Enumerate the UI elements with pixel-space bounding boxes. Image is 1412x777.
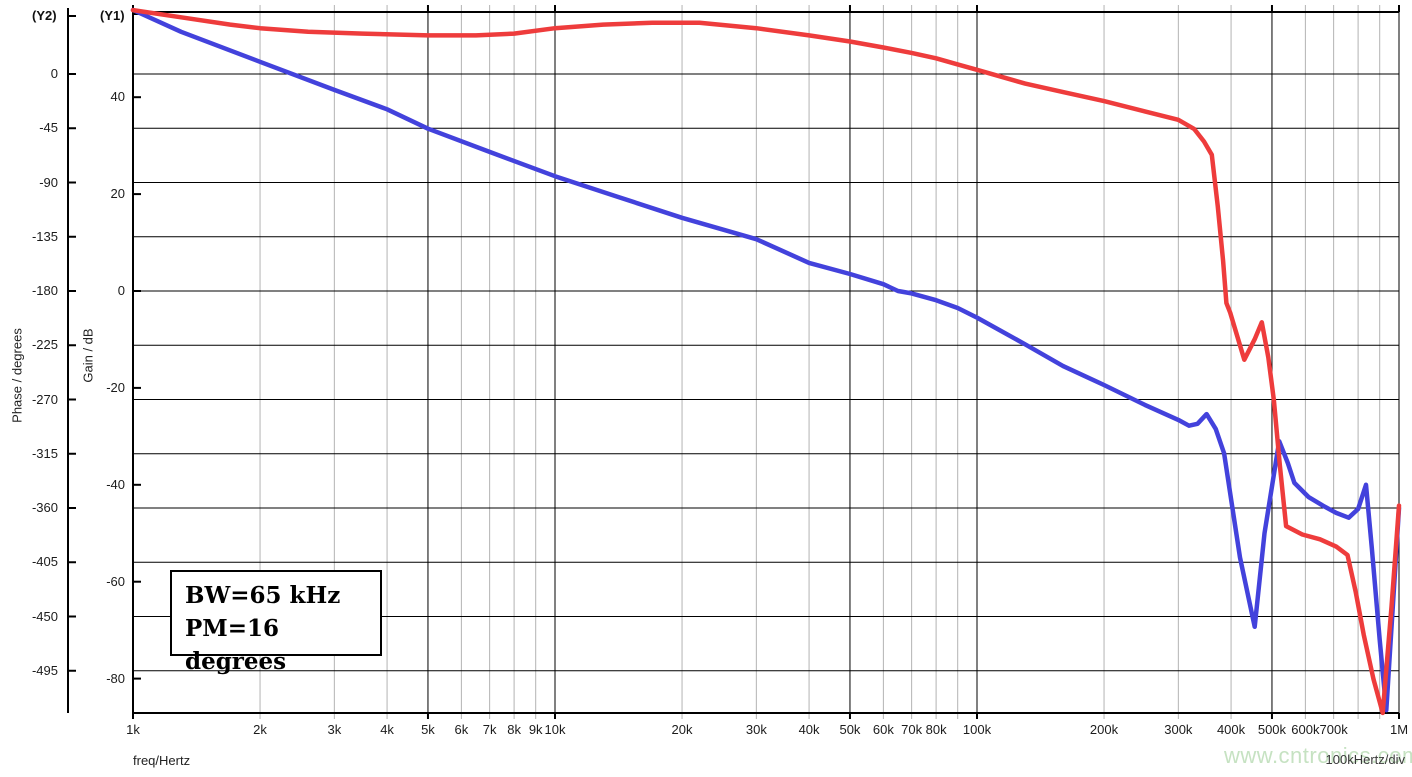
y2-axis-name: (Y2) <box>32 8 57 23</box>
y1-tick-label: 20 <box>110 186 125 202</box>
y2-tick-label: -360 <box>31 500 58 515</box>
y2-tick-label: -180 <box>31 283 58 298</box>
x-tick-label: 6k <box>454 722 469 737</box>
y2-tick-label: -225 <box>31 337 58 353</box>
x-tick-label: 500k <box>1257 722 1287 737</box>
y2-tick-label: -90 <box>39 174 58 190</box>
x-tick-label: 10k <box>544 722 566 737</box>
x-tick-label: 30k <box>745 722 767 737</box>
x-tick-label: 2k <box>253 722 267 737</box>
x-tick-label: 400k <box>1216 722 1246 737</box>
annotation-bandwidth: BW=65 kHz <box>185 582 341 609</box>
phase-curve <box>130 7 1402 716</box>
x-tick-label: 1M <box>1389 722 1409 737</box>
x-tick-label: 9k <box>528 722 543 737</box>
y1-tick-label: -40 <box>106 476 125 492</box>
y1-tick-label: -80 <box>106 670 125 686</box>
x-tick-label: 80k <box>925 722 947 737</box>
y2-tick-label: -495 <box>31 662 58 678</box>
y1-tick-label: 0 <box>117 283 125 298</box>
x-tick-label: 60k <box>872 722 894 737</box>
x-tick-label: 40k <box>798 722 820 737</box>
annotation-box: BW=65 kHz PM=16 degrees <box>170 570 382 675</box>
x-tick-label: 200k <box>1089 722 1119 737</box>
y1-axis-name: (Y1) <box>100 8 125 23</box>
x-tick-label: 50k <box>839 722 861 737</box>
y1-tick-label: -20 <box>106 379 125 395</box>
y2-tick-label: -405 <box>31 554 58 570</box>
y2-tick-label: -315 <box>31 445 58 461</box>
y2-tick-label: -270 <box>31 391 58 407</box>
x-tick-label: 7k <box>482 722 497 737</box>
y1-tick-label: -60 <box>106 573 125 589</box>
x-tick-label: 1k <box>126 722 140 737</box>
x-axis-div-note: 100kHertz/div <box>1325 752 1405 767</box>
x-tick-label: 20k <box>671 722 693 737</box>
y2-tick-label: 0 <box>50 66 58 81</box>
x-tick-label: 3k <box>327 722 342 737</box>
x-tick-label: 700k <box>1319 722 1348 737</box>
x-tick-label: 8k <box>507 722 521 737</box>
y2-tick-label: -450 <box>31 608 58 624</box>
y2-tick-label: -45 <box>39 120 58 136</box>
x-tick-label: 70k <box>901 722 923 737</box>
x-tick-label: 600k <box>1291 722 1320 737</box>
watermark: www.cntronics.com <box>1224 743 1412 768</box>
x-tick-label: 4k <box>380 722 394 737</box>
annotation-phase-margin: PM=16 degrees <box>185 615 287 675</box>
y1-tick-label: 40 <box>110 89 125 105</box>
x-tick-label: 300k <box>1164 722 1193 737</box>
x-tick-label: 5k <box>421 722 435 737</box>
x-axis-label: freq/Hertz <box>133 753 191 768</box>
y2-tick-label: -135 <box>31 228 58 244</box>
gain-curve <box>130 7 1402 713</box>
x-tick-label: 100k <box>962 722 992 737</box>
